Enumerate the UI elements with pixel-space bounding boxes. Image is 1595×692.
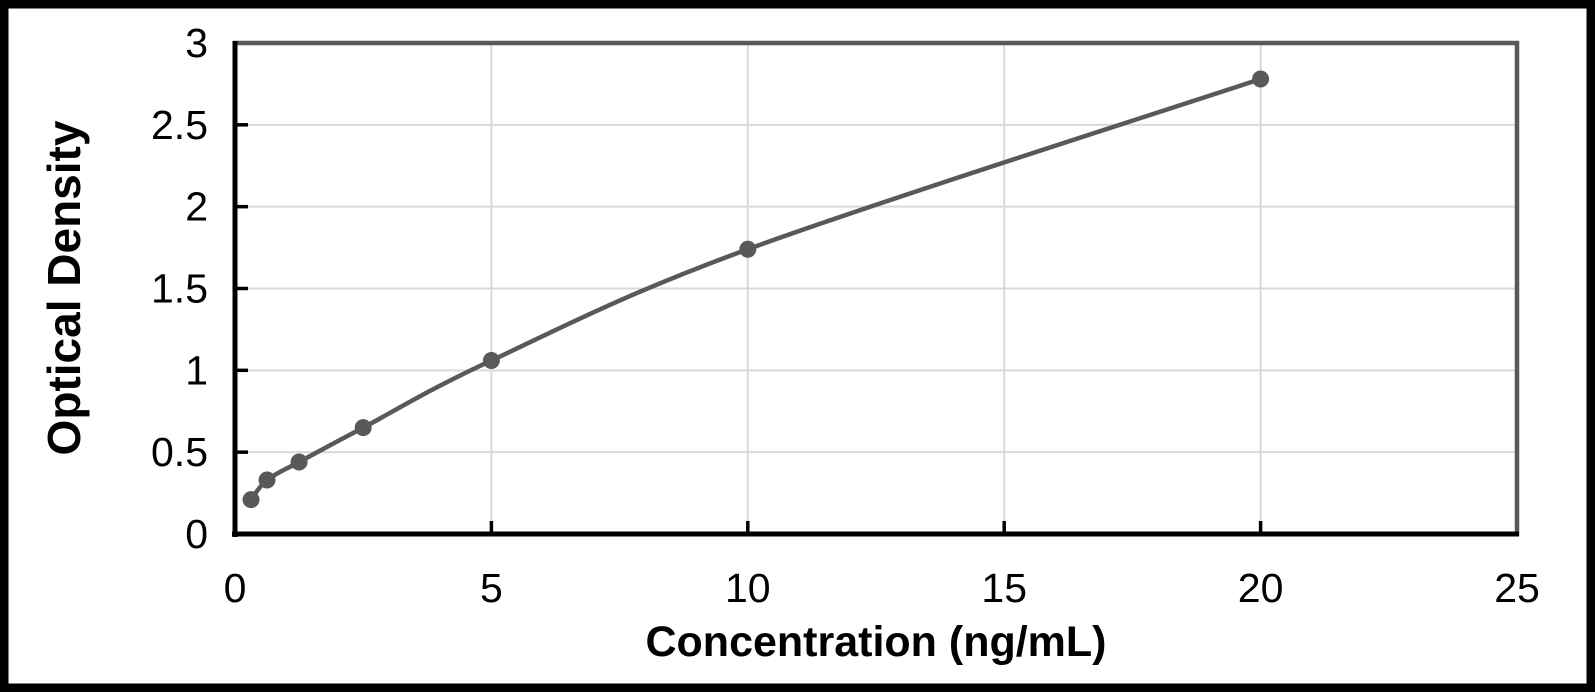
data-series [242, 70, 1270, 509]
tick-labels: 0 5 10 15 20 25 0 0.5 1 1.5 2 2.5 3 [151, 20, 1540, 611]
x-tick-label: 0 [224, 565, 247, 611]
y-tick-label: 1 [185, 347, 208, 393]
x-tick-label: 10 [725, 565, 771, 611]
x-tick-label: 15 [981, 565, 1027, 611]
gridlines [235, 43, 1517, 534]
data-point-marker [290, 453, 308, 471]
x-axis-title: Concentration (ng/mL) [645, 618, 1106, 666]
data-point-marker [1252, 70, 1270, 88]
y-tick-label: 2.5 [151, 102, 208, 148]
data-point-marker [258, 471, 276, 489]
data-point-marker [242, 491, 260, 509]
data-point-marker [354, 419, 372, 437]
y-tick-label: 2 [185, 184, 208, 230]
y-tick-label: 0.5 [151, 429, 208, 475]
y-tick-label: 1.5 [151, 266, 208, 312]
x-tick-label: 20 [1238, 565, 1284, 611]
data-point-marker [482, 352, 500, 370]
plot-border-and-axes [232, 40, 1520, 537]
y-axis-title: Optical Density [38, 120, 90, 455]
y-tick-label: 0 [185, 511, 208, 557]
y-tick-label: 3 [185, 20, 208, 66]
x-tick-label: 25 [1494, 565, 1540, 611]
x-tick-label: 5 [480, 565, 503, 611]
data-point-marker [739, 240, 757, 258]
